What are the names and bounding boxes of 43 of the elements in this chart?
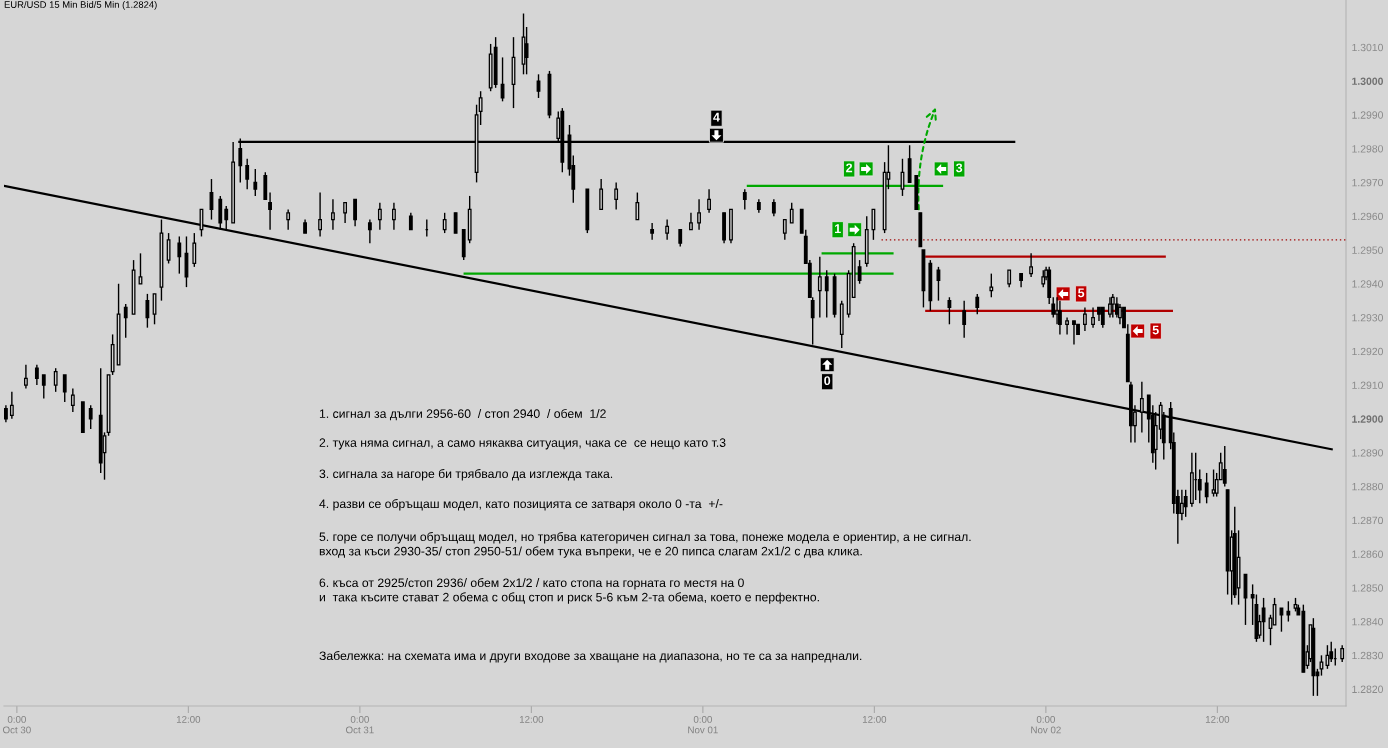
- y-tick-label: 1.2910: [1352, 381, 1384, 389]
- annotation: 2. тука няма сигнал, а само някаква ситуация, чака се се нещо като т.3: [319, 438, 726, 450]
- annotation: 5: [1152, 325, 1159, 335]
- x-tick-label: 0:00 Oct 30: [3, 715, 31, 734]
- annotation: 3: [955, 163, 963, 173]
- y-tick-label: 1.2990: [1352, 111, 1384, 119]
- annotation: 6. къса от 2925/стоп 2936/ обем 2х1/2 / като стопа на горната го местя на 0 и така късите стават 2 обема с общ стоп и риск 5-6 към 2-та обема, което е перфектно.: [319, 578, 819, 604]
- annotation: 1: [835, 224, 841, 233]
- x-tick-label: 12:00: [1205, 715, 1230, 723]
- y-tick-label: 1.2890: [1352, 449, 1384, 457]
- y-tick-label: 1.2870: [1352, 516, 1384, 525]
- y-tick-label: 1.2940: [1352, 280, 1384, 288]
- x-tick-label: 12:00: [519, 715, 544, 723]
- x-tick-label: 0:00 Nov 02: [1031, 715, 1061, 734]
- y-tick-label: 1.2860: [1352, 550, 1384, 558]
- x-tick-label: 12:00: [176, 715, 201, 723]
- y-tick-label: 1.2820: [1352, 685, 1384, 693]
- y-tick-label: 1.3010: [1352, 43, 1384, 52]
- y-tick-label: 1.2900: [1352, 415, 1383, 423]
- annotation: 5. горе се получи обръщащ модел, но трябва категоричен сигнал за това, понеже модела е ориентир, а не сигнал. вход за къси 2930-35/ стоп 2950-51/ обем тука въпреки, че е 20 пипса слагам 2х1/2 с два клика.: [319, 532, 971, 558]
- x-tick-label: 0:00 Oct 31: [346, 715, 374, 734]
- y-tick-label: 1.2950: [1352, 246, 1384, 254]
- y-tick-label: 1.2920: [1352, 347, 1384, 356]
- annotation: 4: [713, 112, 720, 122]
- x-tick-label: 12:00: [862, 715, 887, 723]
- annotation: 3. сигнала за нагоре би трябвало да изглежда така.: [319, 469, 613, 481]
- y-tick-label: 1.2960: [1352, 212, 1384, 221]
- annotation: Забележка: на схемата има и други входове за хващане на диапазона, но те са за напреднали.: [319, 651, 862, 663]
- y-tick-label: 1.3000: [1352, 77, 1383, 85]
- annotation: 4. разви се обръщаш модел, като позицията се затваря около 0 -та +/-: [319, 499, 723, 511]
- annotation: 5: [1078, 288, 1085, 298]
- chart-title: EUR/USD 15 Min Bid/5 Min (1.2824): [4, 1, 157, 10]
- annotation: 0: [824, 376, 831, 386]
- annotation: 2: [846, 163, 853, 173]
- y-tick-label: 1.2930: [1352, 314, 1384, 322]
- annotation: 1. сигнал за дълги 2956-60 / стоп 2940 / обем 1/2: [319, 408, 606, 421]
- y-tick-label: 1.2850: [1352, 584, 1384, 592]
- y-tick-label: 1.2970: [1352, 178, 1384, 187]
- y-tick-label: 1.2840: [1352, 618, 1384, 626]
- y-tick-label: 1.2980: [1352, 145, 1384, 153]
- y-tick-label: 1.2830: [1352, 651, 1384, 660]
- y-tick-label: 1.2880: [1352, 482, 1384, 491]
- x-tick-label: 0:00 Nov 01: [688, 715, 718, 734]
